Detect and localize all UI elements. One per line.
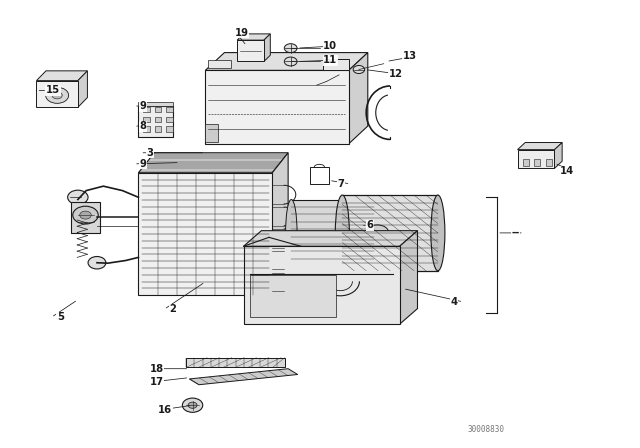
Circle shape — [366, 225, 389, 241]
Ellipse shape — [369, 199, 380, 266]
Bar — [155, 116, 161, 122]
Text: 11: 11 — [323, 55, 337, 65]
Bar — [323, 59, 349, 70]
Polygon shape — [78, 71, 88, 108]
Bar — [155, 126, 161, 132]
Text: 17: 17 — [150, 377, 164, 387]
Bar — [166, 107, 173, 112]
Ellipse shape — [431, 195, 445, 271]
Text: 16: 16 — [158, 405, 172, 415]
Bar — [244, 246, 399, 324]
Text: 8: 8 — [140, 121, 147, 131]
Bar — [545, 159, 552, 166]
Text: 13: 13 — [403, 51, 417, 61]
Text: 9: 9 — [140, 101, 147, 111]
Text: 30008830: 30008830 — [467, 425, 504, 434]
Bar — [166, 116, 173, 122]
Bar — [138, 103, 173, 106]
Text: 18: 18 — [150, 364, 164, 374]
Text: 14: 14 — [560, 167, 575, 177]
Circle shape — [52, 92, 62, 99]
Bar — [36, 81, 78, 108]
Bar — [166, 126, 173, 132]
Polygon shape — [518, 142, 562, 150]
Text: 6: 6 — [367, 220, 374, 230]
Bar — [155, 107, 161, 112]
Circle shape — [88, 257, 106, 269]
Bar — [205, 124, 218, 142]
Bar — [518, 150, 554, 168]
Text: 4: 4 — [451, 297, 458, 307]
Bar — [523, 159, 529, 166]
Circle shape — [182, 398, 203, 412]
Bar — [186, 358, 285, 367]
Bar — [237, 40, 264, 61]
Polygon shape — [189, 369, 298, 385]
Bar — [143, 116, 150, 122]
Bar — [143, 126, 150, 132]
Bar — [205, 70, 349, 144]
Bar — [138, 173, 272, 295]
Circle shape — [80, 211, 92, 219]
Text: 10: 10 — [323, 41, 337, 51]
Text: 7: 7 — [338, 179, 345, 189]
Text: 3: 3 — [146, 148, 153, 158]
Circle shape — [353, 65, 365, 73]
Polygon shape — [237, 34, 270, 40]
Circle shape — [45, 87, 68, 103]
Polygon shape — [244, 231, 417, 246]
Polygon shape — [554, 142, 562, 168]
Text: 5: 5 — [57, 313, 64, 323]
Text: --: -- — [511, 228, 520, 238]
Bar — [342, 195, 438, 271]
Ellipse shape — [285, 199, 297, 266]
Bar — [534, 159, 540, 166]
Polygon shape — [272, 153, 288, 295]
Bar — [310, 167, 329, 184]
Text: 2: 2 — [170, 305, 177, 314]
Bar — [143, 107, 150, 112]
Polygon shape — [264, 34, 270, 61]
Circle shape — [73, 206, 99, 224]
Circle shape — [284, 57, 297, 66]
Bar — [138, 106, 173, 137]
Text: 12: 12 — [389, 69, 403, 79]
Polygon shape — [205, 52, 368, 70]
Bar — [72, 202, 100, 233]
Bar — [209, 60, 231, 68]
Text: 15: 15 — [46, 86, 60, 95]
Bar — [291, 199, 374, 266]
Polygon shape — [399, 231, 417, 324]
Ellipse shape — [335, 195, 349, 271]
Bar — [250, 275, 336, 318]
Polygon shape — [36, 71, 88, 81]
Polygon shape — [138, 153, 288, 173]
Text: 19: 19 — [235, 28, 248, 38]
Circle shape — [284, 44, 297, 52]
Circle shape — [188, 402, 197, 408]
Circle shape — [68, 190, 88, 204]
Text: 9: 9 — [140, 159, 147, 169]
Polygon shape — [349, 52, 368, 144]
